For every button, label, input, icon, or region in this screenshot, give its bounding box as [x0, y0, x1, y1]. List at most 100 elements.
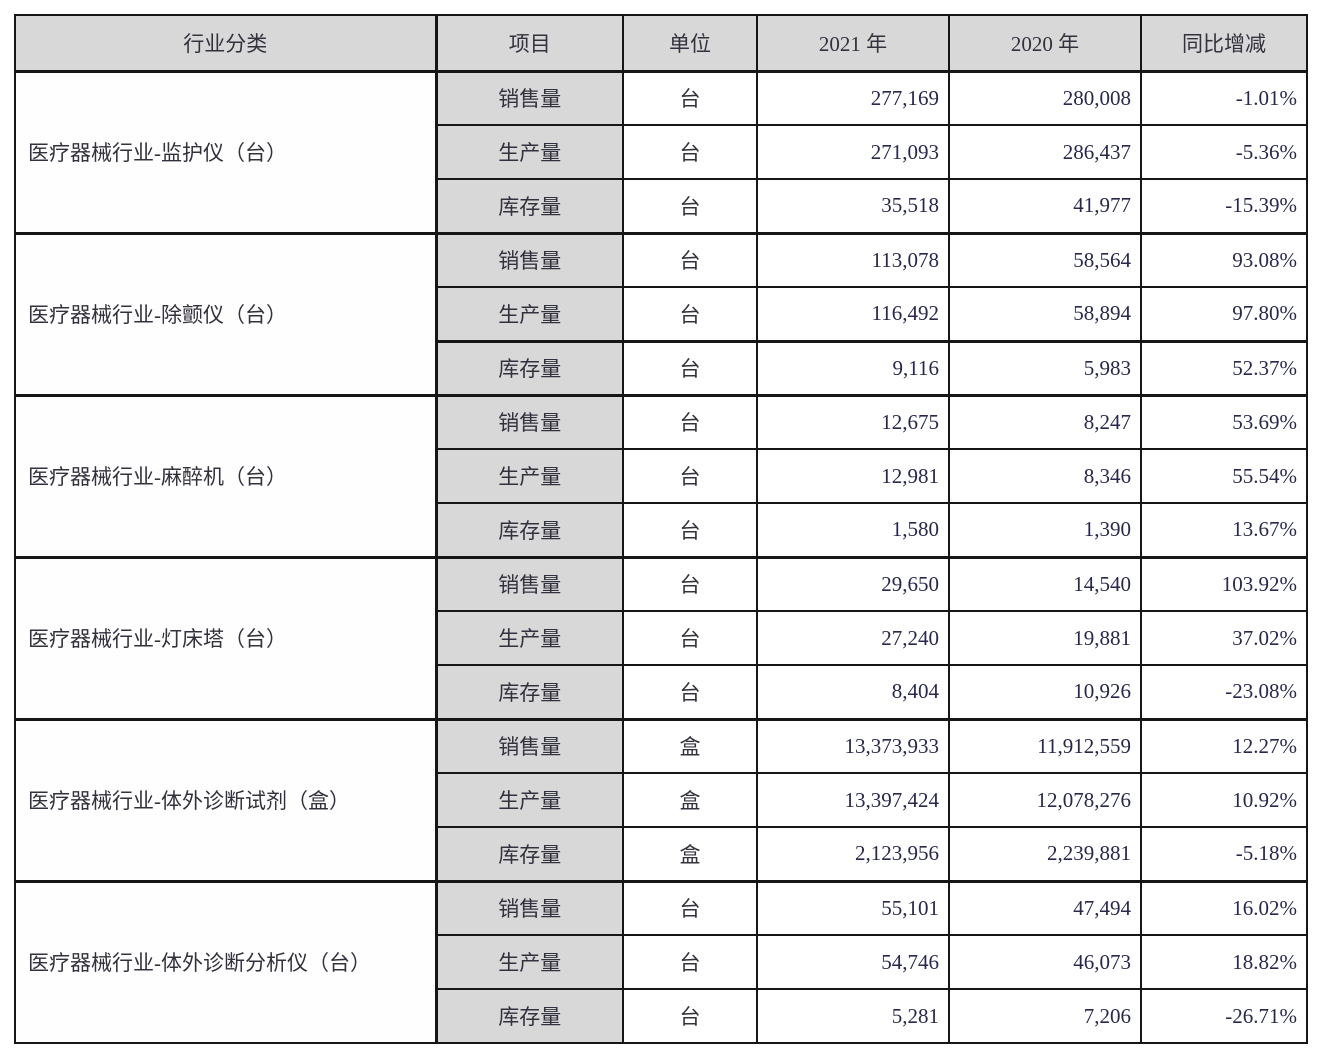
yoy-cell: -15.39% — [1140, 178, 1308, 234]
unit-cell: 台 — [622, 879, 758, 936]
yoy-cell: 97.80% — [1140, 286, 1308, 342]
table-row: 生产量 台 54,746 46,073 18.82% — [15, 934, 1308, 990]
item-cell: 库存量 — [434, 664, 624, 720]
item-cell: 库存量 — [434, 178, 624, 234]
value-2020-cell: 286,437 — [948, 124, 1142, 180]
value-2021-cell: 27,240 — [756, 610, 950, 666]
item-cell: 销售量 — [434, 69, 624, 126]
value-2020-cell: 41,977 — [948, 178, 1142, 234]
value-2020-cell: 58,564 — [948, 231, 1142, 288]
table-row: 生产量 台 116,492 58,894 97.80% — [15, 286, 1308, 342]
value-2021-cell: 277,169 — [756, 69, 950, 126]
value-2020-cell: 2,239,881 — [948, 826, 1142, 882]
unit-cell: 台 — [622, 286, 758, 342]
unit-cell: 盒 — [622, 772, 758, 828]
item-cell: 生产量 — [434, 124, 624, 180]
industry-category-cell: 医疗器械行业-除颤仪（台） — [14, 231, 437, 396]
yoy-cell: -23.08% — [1140, 664, 1308, 720]
value-2020-cell: 280,008 — [948, 69, 1142, 126]
yoy-cell: 12.27% — [1140, 717, 1308, 774]
value-2020-cell: 8,346 — [948, 448, 1142, 504]
value-2021-cell: 271,093 — [756, 124, 950, 180]
table-row: 医疗器械行业-除颤仪（台） 销售量 台 113,078 58,564 93.08… — [14, 231, 1308, 396]
value-2020-cell: 5,983 — [948, 339, 1142, 396]
yoy-cell: 37.02% — [1140, 610, 1308, 666]
item-cell: 生产量 — [434, 448, 624, 504]
unit-cell: 台 — [622, 610, 758, 666]
yoy-cell: -5.36% — [1140, 124, 1308, 180]
table-row: 医疗器械行业-麻醉机（台） 销售量 台 12,675 8,247 53.69% — [14, 393, 1308, 558]
item-cell: 销售量 — [434, 879, 624, 936]
value-2020-cell: 12,078,276 — [948, 772, 1142, 828]
table-row: 生产量 台 27,240 19,881 37.02% — [15, 610, 1308, 666]
table-row: 库存量 台 9,116 5,983 52.37% — [15, 339, 1308, 396]
col-header-item: 项目 — [434, 14, 624, 72]
col-header-industry: 行业分类 — [14, 14, 437, 72]
value-2020-cell: 8,247 — [948, 393, 1142, 450]
unit-cell: 台 — [622, 178, 758, 234]
table-row: 库存量 台 1,580 1,390 13.67% — [15, 502, 1308, 558]
table-row: 医疗器械行业-监护仪（台） 销售量 台 277,169 280,008 -1.0… — [14, 69, 1308, 234]
industry-category-cell: 医疗器械行业-体外诊断试剂（盒） — [14, 717, 437, 882]
value-2021-cell: 5,281 — [756, 988, 950, 1044]
table-row: 生产量 台 12,981 8,346 55.54% — [15, 448, 1308, 504]
value-2021-cell: 116,492 — [756, 286, 950, 342]
table-row: 医疗器械行业-体外诊断试剂（盒） 销售量 盒 13,373,933 11,912… — [14, 717, 1308, 882]
yoy-cell: 52.37% — [1140, 339, 1308, 396]
unit-cell: 台 — [622, 69, 758, 126]
value-2021-cell: 29,650 — [756, 555, 950, 612]
value-2021-cell: 2,123,956 — [756, 826, 950, 882]
yoy-cell: 103.92% — [1140, 555, 1308, 612]
table-row: 生产量 盒 13,397,424 12,078,276 10.92% — [15, 772, 1308, 828]
col-header-unit: 单位 — [622, 14, 758, 72]
value-2020-cell: 19,881 — [948, 610, 1142, 666]
unit-cell: 台 — [622, 988, 758, 1044]
value-2021-cell: 13,397,424 — [756, 772, 950, 828]
value-2021-cell: 35,518 — [756, 178, 950, 234]
yoy-cell: 55.54% — [1140, 448, 1308, 504]
unit-cell: 台 — [622, 934, 758, 990]
unit-cell: 台 — [622, 124, 758, 180]
unit-cell: 盒 — [622, 826, 758, 882]
table-row: 库存量 台 8,404 10,926 -23.08% — [15, 664, 1308, 720]
value-2021-cell: 12,675 — [756, 393, 950, 450]
item-cell: 生产量 — [434, 610, 624, 666]
col-header-2020: 2020 年 — [948, 14, 1142, 72]
table-row: 库存量 台 35,518 41,977 -15.39% — [15, 178, 1308, 234]
value-2021-cell: 1,580 — [756, 502, 950, 558]
value-2020-cell: 46,073 — [948, 934, 1142, 990]
value-2021-cell: 13,373,933 — [756, 717, 950, 774]
value-2020-cell: 47,494 — [948, 879, 1142, 936]
table-row: 生产量 台 271,093 286,437 -5.36% — [15, 124, 1308, 180]
value-2021-cell: 54,746 — [756, 934, 950, 990]
item-cell: 生产量 — [434, 934, 624, 990]
yoy-cell: 16.02% — [1140, 879, 1308, 936]
value-2020-cell: 11,912,559 — [948, 717, 1142, 774]
item-cell: 生产量 — [434, 772, 624, 828]
value-2020-cell: 10,926 — [948, 664, 1142, 720]
unit-cell: 盒 — [622, 717, 758, 774]
header-row: 行业分类 项目 单位 2021 年 2020 年 同比增减 — [14, 14, 1308, 72]
col-header-2021: 2021 年 — [756, 14, 950, 72]
unit-cell: 台 — [622, 393, 758, 450]
item-cell: 库存量 — [434, 502, 624, 558]
value-2021-cell: 8,404 — [756, 664, 950, 720]
item-cell: 销售量 — [434, 393, 624, 450]
unit-cell: 台 — [622, 555, 758, 612]
production-sales-table: 行业分类 项目 单位 2021 年 2020 年 同比增减 医疗器械行业-监护仪… — [14, 14, 1308, 1044]
item-cell: 生产量 — [434, 286, 624, 342]
yoy-cell: 10.92% — [1140, 772, 1308, 828]
yoy-cell: 53.69% — [1140, 393, 1308, 450]
value-2020-cell: 7,206 — [948, 988, 1142, 1044]
yoy-cell: -26.71% — [1140, 988, 1308, 1044]
unit-cell: 台 — [622, 664, 758, 720]
item-cell: 库存量 — [434, 826, 624, 882]
col-header-yoy: 同比增减 — [1140, 14, 1308, 72]
table-row: 医疗器械行业-体外诊断分析仪（台） 销售量 台 55,101 47,494 16… — [14, 879, 1308, 1044]
item-cell: 库存量 — [434, 988, 624, 1044]
table-row: 库存量 盒 2,123,956 2,239,881 -5.18% — [15, 826, 1308, 882]
unit-cell: 台 — [622, 448, 758, 504]
industry-category-cell: 医疗器械行业-监护仪（台） — [14, 69, 437, 234]
yoy-cell: 13.67% — [1140, 502, 1308, 558]
